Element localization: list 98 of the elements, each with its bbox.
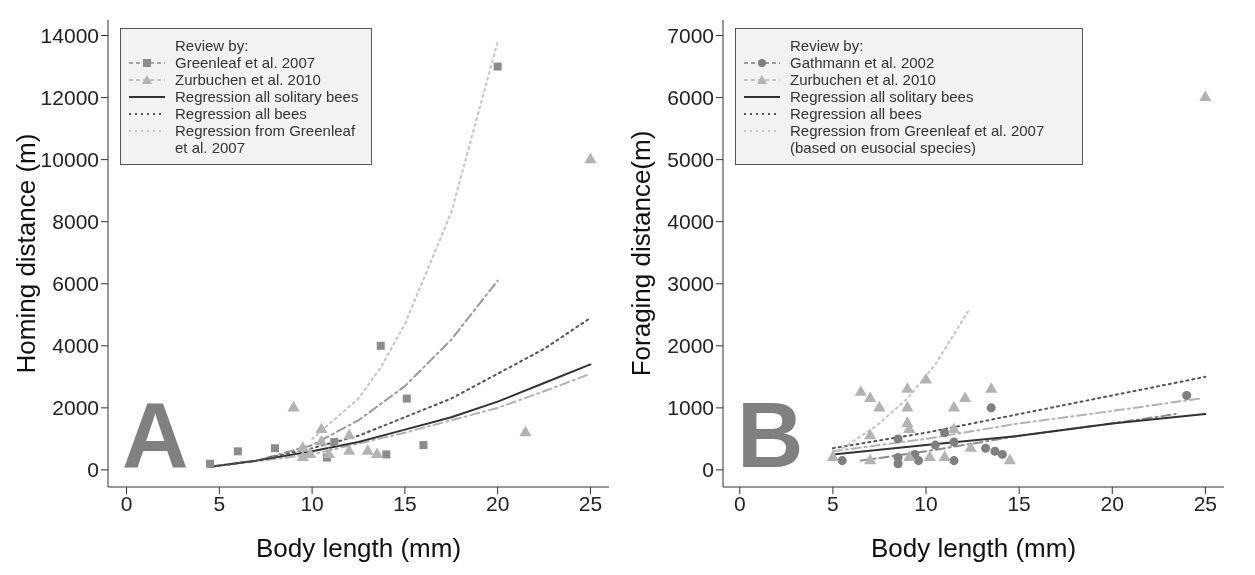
y-tick-label: 6000 [52, 272, 99, 296]
y-tick-label: 0 [87, 458, 99, 482]
point [343, 428, 356, 440]
y-tick-label: 0 [702, 458, 714, 482]
point [1003, 453, 1016, 465]
y-axis-title: Foraging distance(m) [626, 130, 658, 377]
point [837, 456, 847, 466]
x-tick-label: 5 [213, 491, 226, 515]
y-tick-label: 7000 [667, 23, 714, 47]
point [1182, 390, 1192, 400]
point [296, 441, 309, 452]
legend-label: Zurbuchen et al. 2010 [175, 71, 321, 88]
legend-label: Regression all solitary bees [790, 88, 974, 105]
point [938, 450, 951, 462]
legend-label: Regression from Greenleaf et al. 2007 [175, 122, 357, 156]
point [949, 456, 959, 466]
y-tick-label: 6000 [667, 86, 714, 110]
point [901, 400, 914, 412]
y-tick-label: 14000 [40, 23, 99, 47]
x-axis-title: Body length (mm) [255, 533, 462, 563]
point [940, 428, 950, 438]
point [854, 385, 867, 396]
point [873, 400, 886, 412]
x-tick-label: 15 [1007, 491, 1031, 515]
point [343, 444, 356, 455]
point [959, 391, 972, 403]
point [584, 152, 597, 164]
x-tick-label: 5 [827, 491, 839, 515]
y-axis-title: Homing distance (m) [11, 133, 42, 374]
legend-label: Zurbuchen et al. 2010 [790, 71, 936, 88]
point [382, 450, 391, 459]
point [864, 391, 877, 403]
x-tick-label: 25 [1193, 491, 1218, 515]
x-tick-label: 15 [393, 491, 417, 515]
point [901, 382, 914, 393]
legend-label: Regression all bees [175, 105, 307, 122]
x-tick-label: 25 [578, 491, 603, 515]
y-tick-label: 3000 [667, 272, 714, 296]
x-tick-label: 10 [914, 491, 938, 515]
point [964, 441, 977, 452]
x-tick-label: 20 [485, 491, 510, 515]
x-tick-label: 10 [300, 491, 324, 515]
point [296, 450, 309, 462]
x-tick-label: 0 [733, 491, 746, 515]
point [919, 372, 933, 384]
point [903, 450, 916, 462]
point [315, 422, 328, 434]
point [233, 447, 242, 456]
point [997, 449, 1007, 459]
point [361, 444, 374, 455]
legend-label: Gathmann et al. 2002 [790, 54, 935, 71]
point [206, 459, 215, 468]
y-tick-label: 1000 [667, 396, 714, 420]
point [947, 422, 961, 434]
point [947, 400, 961, 412]
legend-label: Regression all bees [790, 105, 922, 122]
point [402, 394, 411, 403]
x-tick-label: 0 [120, 491, 133, 515]
point [923, 450, 936, 462]
point [330, 438, 339, 447]
legend-label: Regression from Greenleaf et al. 2007 (based on eusocial species) [790, 122, 1046, 156]
legend-label: Greenleaf et al. 2007 [175, 54, 316, 71]
point [376, 341, 385, 350]
y-tick-label: 4000 [667, 210, 714, 234]
x-axis-title: Body length (mm) [870, 533, 1077, 563]
point [493, 62, 502, 71]
point [271, 444, 279, 453]
y-tick-label: 10000 [40, 148, 99, 172]
legend-title: Review by: [790, 37, 865, 54]
y-tick-label: 5000 [667, 148, 714, 172]
point [287, 400, 300, 412]
annotation: B [737, 384, 804, 486]
point [930, 440, 940, 450]
x-tick-label: 20 [1100, 491, 1124, 515]
point [322, 447, 335, 458]
point [990, 446, 1000, 456]
legend-label: Regression all solitary bees [175, 88, 359, 105]
y-tick-label: 4000 [52, 334, 99, 358]
point [986, 403, 996, 413]
legend-title: Review by: [175, 37, 250, 54]
point [419, 441, 428, 450]
annotation: A [122, 384, 189, 486]
point [1199, 90, 1212, 102]
line-series [831, 375, 1207, 450]
point [864, 453, 877, 465]
point [519, 425, 532, 437]
y-tick-label: 2000 [667, 334, 714, 358]
y-tick-label: 12000 [40, 86, 99, 110]
point [914, 456, 924, 466]
point [985, 382, 998, 393]
point [949, 437, 959, 447]
point [981, 443, 991, 453]
point [893, 434, 903, 444]
y-tick-label: 8000 [52, 210, 99, 234]
point [864, 428, 877, 440]
point [370, 447, 384, 458]
point [315, 434, 328, 446]
y-tick-label: 2000 [52, 396, 99, 420]
